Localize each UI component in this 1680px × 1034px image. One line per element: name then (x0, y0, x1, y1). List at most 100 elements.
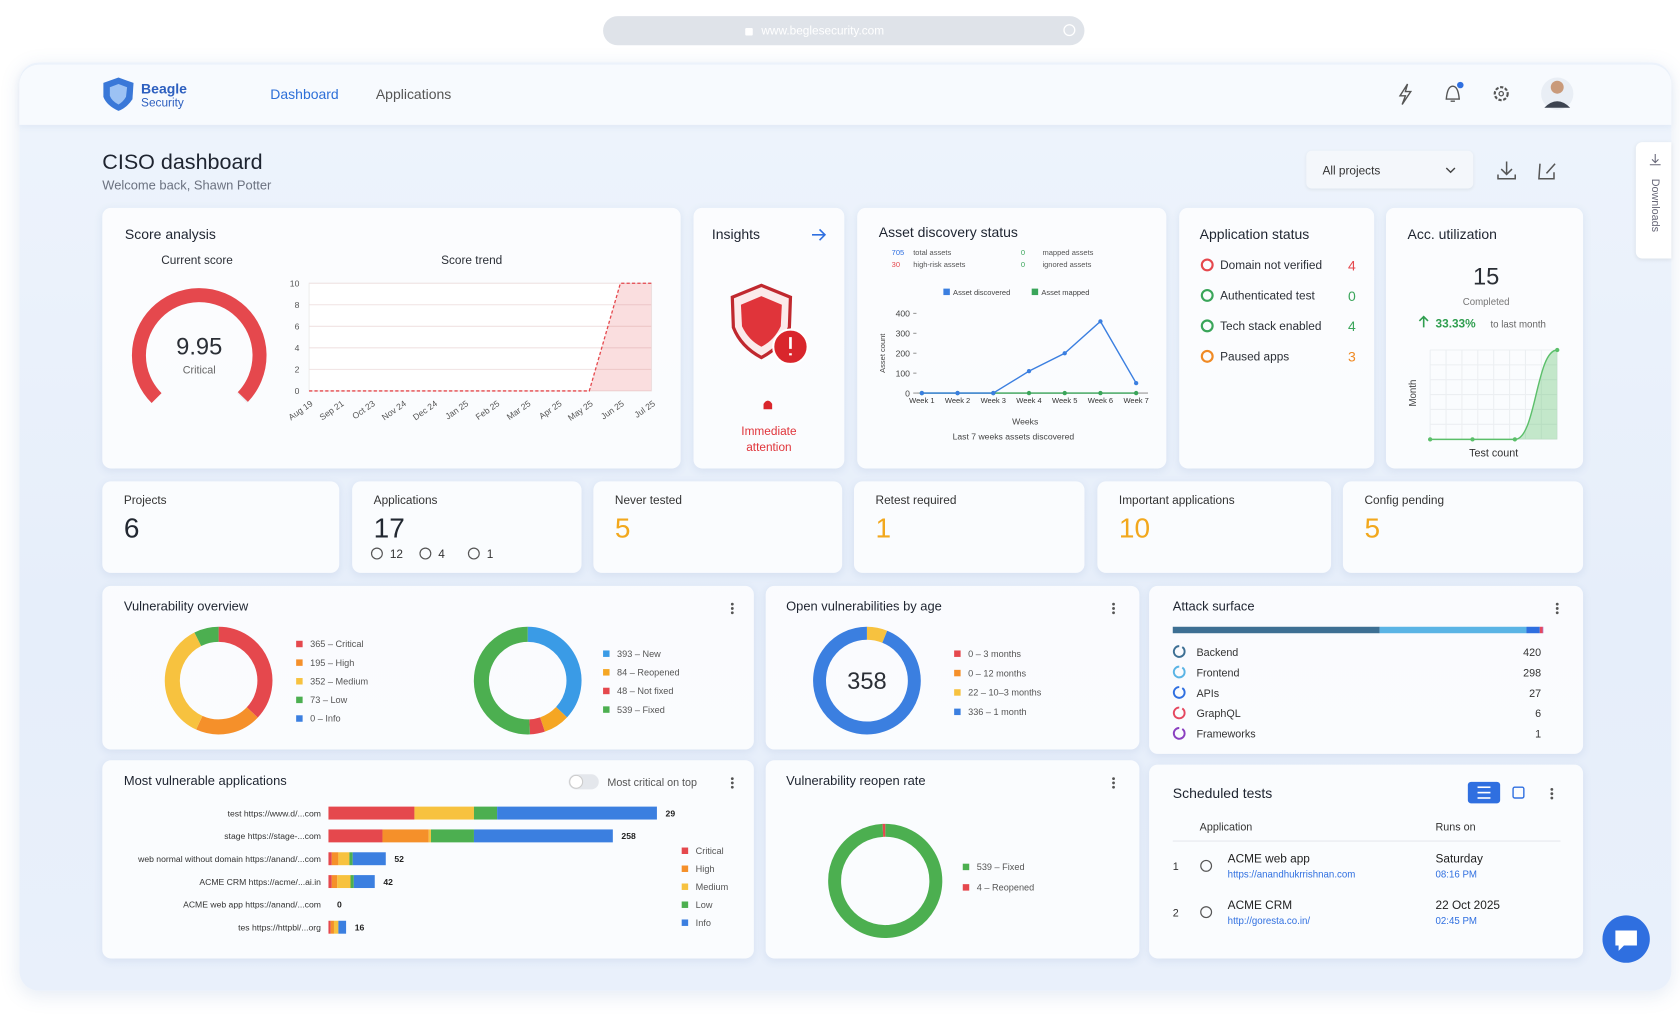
bar-segment (473, 806, 498, 820)
bar-segment (333, 920, 339, 934)
axis-label: Test count (1469, 448, 1518, 460)
stat-label: mapped assets (1042, 248, 1093, 257)
y-tick-label: 2 (295, 365, 300, 375)
trend-area (309, 283, 652, 391)
bar-segment (328, 829, 383, 843)
lock-icon (745, 27, 753, 36)
arrow-icon[interactable] (811, 228, 827, 241)
point (1133, 390, 1139, 396)
app-name: ACME CRM (1228, 898, 1292, 912)
legend-swatch (681, 865, 689, 872)
bar-segment (352, 852, 386, 866)
x-tick-label: Week 1 (909, 396, 934, 405)
brand-sub: Security (141, 96, 184, 110)
select-label[interactable]: All projects (1322, 163, 1380, 177)
stat-card (102, 481, 340, 573)
stat-card (853, 481, 1085, 573)
utilization-panel (1385, 207, 1584, 469)
surface-segment (1526, 626, 1540, 634)
menu-dot (1550, 787, 1554, 791)
app-url[interactable]: http://goresta.co.in/ (1228, 916, 1311, 927)
app-label: web normal without domain https://anand/… (137, 854, 321, 864)
status-icon (1200, 288, 1214, 302)
top-nav (19, 64, 1672, 125)
card-value: 6 (124, 512, 140, 543)
card-value: 5 (615, 512, 631, 543)
bar-segment (331, 875, 338, 889)
point (991, 390, 996, 396)
row-icon (1200, 906, 1213, 919)
legend-swatch (603, 650, 610, 657)
legend-label: Info (696, 918, 711, 928)
x-tick-label: Dec 24 (411, 398, 439, 422)
status-count: 0 (1348, 288, 1356, 304)
stat-label: total assets (913, 248, 951, 257)
stat-value: 0 (1021, 260, 1025, 269)
surface-name: Frameworks (1196, 729, 1255, 741)
axis-label: Month (1408, 380, 1419, 407)
bar-segment (428, 829, 431, 843)
download-icon[interactable] (1497, 161, 1516, 180)
legend-swatch (954, 650, 961, 657)
x-tick-label: Week 7 (1123, 396, 1148, 405)
legend-swatch (603, 687, 610, 695)
y-tick-label: 0 (295, 386, 300, 396)
stat-label: high-risk assets (913, 260, 965, 269)
donut-total: 358 (847, 669, 887, 695)
change-note: to last month (1490, 319, 1545, 330)
legend-label: Asset discovered (953, 288, 1010, 297)
bell-icon[interactable] (1445, 85, 1460, 102)
panel-title: Score analysis (125, 226, 216, 242)
bolt-icon[interactable] (1398, 83, 1413, 105)
app-url[interactable]: https://anandhukrrishnan.com (1228, 870, 1356, 881)
point (1470, 437, 1475, 442)
nav-link[interactable]: Dashboard (270, 86, 338, 102)
status-icon (1200, 349, 1214, 363)
legend-swatch (296, 696, 303, 704)
donut-segment (527, 626, 582, 718)
side-tab-label[interactable]: Downloads (1649, 179, 1661, 232)
y-tick-label: 300 (896, 329, 911, 339)
utilization-label: Completed (1463, 297, 1510, 308)
url: www.beglesecurity.com (760, 23, 884, 37)
bar-segment (331, 852, 339, 866)
bar-segment (328, 875, 332, 889)
alert-text: Immediate (741, 424, 797, 438)
shield-inner (740, 296, 782, 347)
x-tick-label: Week 3 (981, 396, 1006, 405)
panel-title: Acc. utilization (1408, 226, 1497, 242)
surface-icon (1172, 665, 1186, 679)
bar-segment (382, 829, 429, 843)
surface-name: Frontend (1196, 667, 1239, 679)
scheduled-panel (1149, 764, 1584, 959)
point (1062, 390, 1067, 396)
legend-swatch (603, 706, 610, 713)
legend-label: 195 – High (310, 658, 354, 668)
settings-icon[interactable] (1493, 86, 1509, 102)
card-label: Config pending (1364, 493, 1444, 507)
project-select[interactable] (1306, 150, 1474, 189)
menu-dot (1112, 602, 1115, 606)
bar-segment (328, 920, 331, 934)
column-header: Runs on (1436, 821, 1476, 833)
breakdown-value: 1 (487, 547, 494, 561)
stat-card (1342, 481, 1584, 573)
status-count: 4 (1348, 257, 1356, 273)
calendar-button[interactable] (1512, 786, 1525, 799)
page-title: CISO dashboard (102, 150, 262, 174)
donut-segment (194, 626, 220, 647)
y-tick-label: 4 (295, 343, 300, 353)
x-tick-label: Apr 25 (537, 398, 564, 421)
legend-label: 0 – 3 months (968, 649, 1021, 659)
legend-label: 48 – Not fixed (617, 686, 673, 696)
nav-link[interactable]: Applications (376, 86, 451, 102)
point (955, 390, 960, 396)
point (1026, 390, 1032, 396)
donut-segment (164, 632, 203, 730)
x-tick-label: Jan 25 (443, 398, 470, 421)
asset-panel (857, 207, 1167, 469)
legend-label: 393 – New (617, 649, 661, 659)
chat-icon (1615, 930, 1637, 951)
edit-icon[interactable] (1538, 163, 1556, 180)
row-index: 1 (1173, 861, 1179, 873)
